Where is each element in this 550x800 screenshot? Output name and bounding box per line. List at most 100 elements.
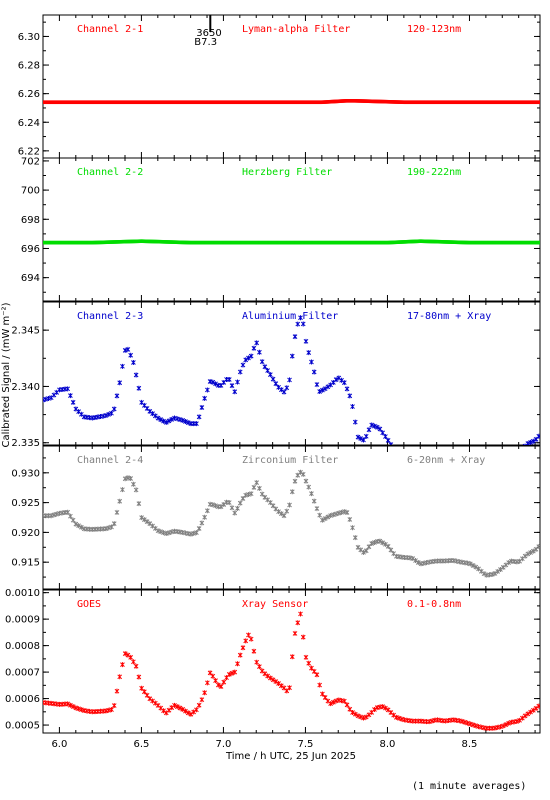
data-point: [391, 712, 396, 718]
data-point: [506, 560, 512, 566]
data-point: [205, 680, 210, 686]
data-point: [194, 707, 199, 713]
data-point: [496, 464, 500, 469]
data-point: [54, 511, 60, 517]
data-point: [525, 440, 531, 445]
data-point: [336, 510, 342, 516]
data-point: [114, 393, 120, 399]
data-point: [152, 525, 158, 531]
data-point: [536, 433, 540, 439]
data-point: [320, 517, 325, 523]
data-point: [504, 455, 508, 460]
data-point: [106, 411, 112, 417]
data-point: [51, 512, 57, 518]
data-point: [163, 419, 169, 425]
y-tick-label: 0.920: [11, 528, 40, 539]
data-point: [177, 705, 183, 711]
data-point: [68, 393, 73, 399]
data-point: [498, 461, 502, 466]
data-point: [344, 386, 350, 392]
data-point: [229, 670, 235, 676]
data-point: [403, 448, 407, 453]
data-point: [339, 509, 344, 515]
data-point: [166, 530, 172, 536]
data-point: [352, 711, 358, 717]
data-point: [254, 480, 260, 486]
y-tick-label: 0.0007: [5, 668, 40, 679]
data-point: [251, 484, 257, 490]
data-point: [65, 701, 71, 707]
data-point: [199, 405, 205, 411]
panel-frame: [42, 301, 541, 446]
data-point: [257, 485, 262, 491]
data-point: [394, 449, 398, 454]
data-point: [281, 513, 287, 519]
data-point: [128, 475, 134, 481]
data-point: [372, 423, 377, 429]
data-point: [303, 478, 309, 484]
data-point: [530, 438, 536, 444]
data-point: [470, 562, 476, 568]
data-point: [306, 350, 312, 356]
data-point: [78, 707, 84, 713]
data-point: [467, 561, 473, 567]
data-point: [309, 359, 314, 365]
data-point: [350, 710, 355, 716]
y-tick-label: 6.28: [18, 61, 40, 72]
data-point: [317, 682, 323, 688]
data-point: [320, 691, 325, 697]
band-label: 17-80nm + Xray: [407, 311, 491, 322]
data-point: [133, 372, 139, 378]
data-point: [363, 433, 369, 439]
channel-label: Channel 2-1: [77, 24, 143, 35]
data-point: [372, 539, 377, 545]
data-point: [506, 720, 512, 726]
data-point: [331, 512, 336, 518]
data-point: [352, 535, 358, 541]
data-point: [152, 700, 158, 706]
data-point: [385, 543, 391, 549]
data-point: [276, 509, 281, 515]
filter-label: Aluminium Filter: [242, 311, 338, 322]
data-point: [528, 709, 533, 715]
data-point: [512, 450, 516, 455]
data-point: [232, 510, 238, 516]
data-point: [366, 427, 372, 433]
data-point: [278, 387, 284, 393]
data-point: [237, 500, 243, 506]
event-marker-label-1: 3650: [196, 28, 221, 39]
data-point: [514, 718, 520, 724]
data-point: [380, 540, 386, 546]
data-point: [498, 724, 503, 730]
data-point: [328, 513, 333, 519]
filter-label: Xray Sensor: [242, 599, 308, 610]
y-tick-label: 0.0009: [5, 615, 40, 626]
y-tick-label: 696: [21, 244, 40, 255]
data-point: [536, 703, 540, 709]
data-point: [103, 412, 109, 418]
channel-label: Channel 2-2: [77, 167, 143, 178]
data-point: [169, 416, 175, 422]
data-point: [298, 469, 303, 475]
data-point: [520, 715, 525, 721]
data-point: [235, 661, 240, 667]
data-point: [254, 659, 260, 665]
data-point: [350, 404, 355, 410]
data-point: [251, 345, 257, 351]
data-point: [363, 548, 369, 554]
data-point: [114, 688, 120, 694]
data-point: [344, 702, 350, 708]
panel-frame: [42, 14, 541, 159]
x-tick-label: 7.5: [297, 739, 313, 750]
data-point: [361, 549, 366, 555]
data-point: [325, 384, 331, 390]
data-point: [183, 708, 188, 714]
data-point: [70, 399, 76, 405]
y-tick-label: 2.335: [11, 438, 40, 449]
data-point: [111, 703, 117, 709]
data-point: [65, 509, 71, 515]
data-point: [408, 448, 412, 453]
data-point: [248, 636, 254, 642]
data-point: [358, 714, 364, 720]
x-tick-label: 6.0: [51, 739, 67, 750]
